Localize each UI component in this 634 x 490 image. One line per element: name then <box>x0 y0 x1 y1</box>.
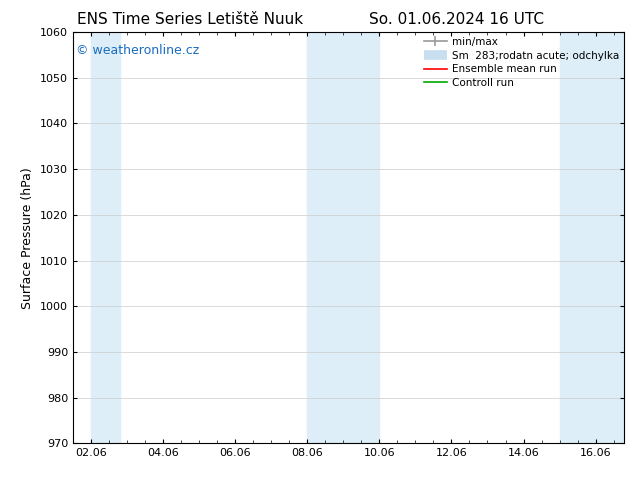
Text: © weatheronline.cz: © weatheronline.cz <box>75 44 199 57</box>
Y-axis label: Surface Pressure (hPa): Surface Pressure (hPa) <box>22 167 34 309</box>
Legend: min/max, Sm  283;rodatn acute; odchylka, Ensemble mean run, Controll run: min/max, Sm 283;rodatn acute; odchylka, … <box>422 35 621 90</box>
Text: So. 01.06.2024 16 UTC: So. 01.06.2024 16 UTC <box>369 12 544 27</box>
Bar <box>307 32 379 443</box>
Bar <box>91 32 120 443</box>
Bar <box>560 32 624 443</box>
Text: ENS Time Series Letiště Nuuk: ENS Time Series Letiště Nuuk <box>77 12 303 27</box>
